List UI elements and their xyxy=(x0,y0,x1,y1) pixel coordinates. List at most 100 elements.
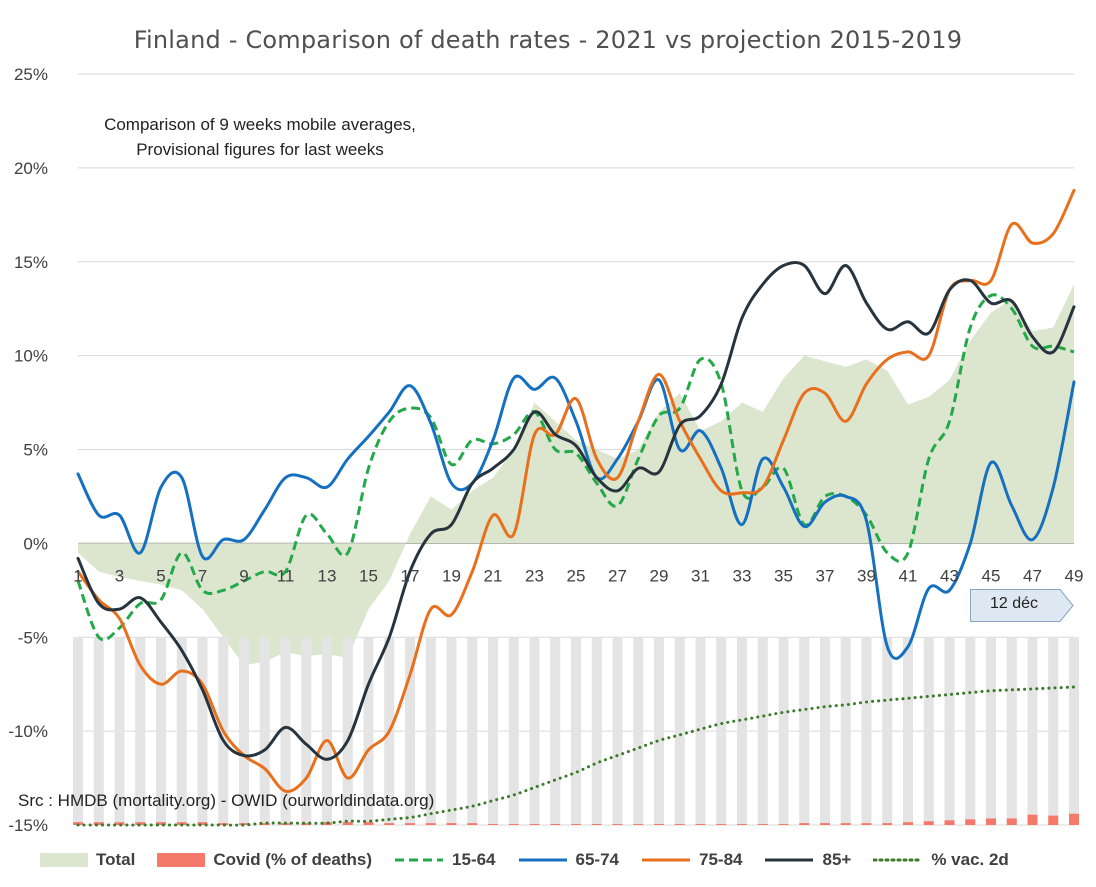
covid-bar xyxy=(508,824,519,825)
covid-bar xyxy=(405,823,415,825)
vaccination-column xyxy=(716,637,727,825)
vaccination-column xyxy=(280,637,291,825)
covid-bar xyxy=(114,822,125,825)
x-tick-label: 45 xyxy=(982,566,1001,585)
vaccination-column xyxy=(965,637,976,825)
x-tick-label: 21 xyxy=(484,566,503,585)
vaccination-column xyxy=(363,637,374,825)
vaccination-column xyxy=(259,637,270,825)
legend-label-covid: Covid (% of deaths) xyxy=(213,850,373,869)
series-line-85- xyxy=(76,261,1076,761)
vaccination-column xyxy=(757,637,768,825)
series-line-65-74 xyxy=(76,374,1076,660)
area-total xyxy=(78,284,1074,666)
legend-label-65-74: 65-74 xyxy=(575,850,619,869)
covid-bar xyxy=(571,824,581,825)
vaccination-column xyxy=(695,637,706,825)
covid-bar xyxy=(488,824,498,825)
x-tick-label: 41 xyxy=(899,566,918,585)
x-tick-label: 5 xyxy=(156,566,165,585)
covid-bar xyxy=(820,823,830,825)
vaccination-bars xyxy=(73,637,1079,825)
covid-bar xyxy=(156,822,166,825)
x-tick-label: 7 xyxy=(198,566,207,585)
covid-bar xyxy=(612,824,623,825)
legend-label-vac: % vac. 2d xyxy=(931,850,1009,869)
legend-item-75-84: 75-84 xyxy=(641,850,742,870)
covid-bar xyxy=(239,823,249,825)
y-tick-label: -5% xyxy=(18,628,48,647)
x-tick-label: 15 xyxy=(359,566,378,585)
y-tick-label: 0% xyxy=(23,534,48,553)
covid-bar xyxy=(778,824,789,825)
x-axis-ticks: 1 3 5 7 9 11 13 15 17 19 21 23 25 27 29 31 33 35 37 39 41 43 4… xyxy=(73,566,1083,585)
series-line-15-64 xyxy=(76,293,1075,642)
covid-bar xyxy=(550,824,561,825)
vaccination-column xyxy=(239,637,249,825)
x-tick-label: 13 xyxy=(318,566,337,585)
vaccination-column xyxy=(405,637,415,825)
vaccination-column xyxy=(467,637,478,825)
vaccination-column xyxy=(73,637,83,825)
vaccination-column xyxy=(633,637,644,825)
x-tick-label: 25 xyxy=(567,566,586,585)
covid-bar xyxy=(197,822,208,825)
vaccination-column xyxy=(156,637,166,825)
covid-bar xyxy=(1027,814,1038,825)
covid-bar xyxy=(695,824,706,825)
vaccination-column xyxy=(197,637,208,825)
legend-swatch-vac xyxy=(873,858,924,862)
covid-bar xyxy=(425,823,436,825)
covid-bar xyxy=(965,819,976,825)
legend-item-85plus: 85+ xyxy=(764,850,851,870)
x-tick-label: 19 xyxy=(442,566,461,585)
legend-swatch-15-64 xyxy=(395,858,444,862)
legend-item-65-74: 65-74 xyxy=(518,850,619,870)
x-tick-label: 35 xyxy=(774,566,793,585)
covid-bar xyxy=(716,824,727,825)
y-tick-label: 10% xyxy=(14,347,48,366)
vaccination-column xyxy=(840,637,851,825)
vaccination-column xyxy=(176,637,187,825)
covid-bar xyxy=(633,824,644,825)
x-tick-label: 43 xyxy=(940,566,959,585)
annotation-line-1: Comparison of 9 weeks mobile averages, xyxy=(104,115,416,134)
vaccination-column xyxy=(508,637,519,825)
covid-bar xyxy=(301,823,312,825)
vaccination-column xyxy=(654,637,664,825)
x-tick-label: 47 xyxy=(1023,566,1042,585)
covid-bar xyxy=(986,818,996,825)
covid-bar xyxy=(384,823,395,825)
legend-item-covid: Covid (% of deaths) xyxy=(157,850,372,870)
vaccination-column xyxy=(425,637,436,825)
vaccination-column xyxy=(488,637,498,825)
legend-swatch-total xyxy=(40,853,88,867)
chart-legend: Total Covid (% of deaths) 15-64 65-74 75… xyxy=(40,848,1031,872)
vaccination-column xyxy=(591,637,602,825)
legend-swatch-75-84 xyxy=(642,858,690,862)
vaccination-column xyxy=(301,637,312,825)
covid-bar xyxy=(674,824,685,825)
y-tick-label: 25% xyxy=(14,65,48,84)
vaccination-column xyxy=(550,637,561,825)
covid-bar xyxy=(757,824,768,825)
y-tick-label: -10% xyxy=(8,722,48,741)
x-tick-label: 49 xyxy=(1065,566,1084,585)
covid-bar xyxy=(259,823,270,825)
covid-bar xyxy=(1048,815,1059,825)
covid-bar xyxy=(1069,813,1079,825)
y-tick-label: -15% xyxy=(8,816,48,835)
covid-bar xyxy=(467,823,478,825)
legend-item-vac: % vac. 2d xyxy=(873,850,1009,870)
legend-label-85plus: 85+ xyxy=(822,850,852,869)
x-tick-label: 11 xyxy=(277,566,295,585)
covid-bar xyxy=(363,822,374,825)
vaccination-column xyxy=(1006,637,1017,825)
covid-bar xyxy=(944,820,955,825)
x-tick-label: 33 xyxy=(733,566,752,585)
source-note: Src : HMDB (mortality.org) - OWID (ourwo… xyxy=(18,791,435,810)
x-tick-label: 9 xyxy=(239,566,248,585)
legend-item-15-64: 15-64 xyxy=(394,850,496,870)
vaccination-column xyxy=(737,637,747,825)
